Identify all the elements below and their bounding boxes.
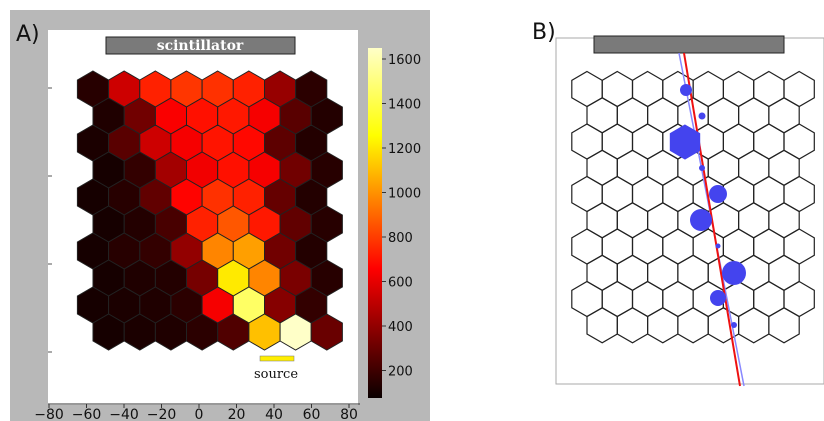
colorbar-tick-label: 1400 xyxy=(388,98,421,113)
hit-marker xyxy=(699,165,705,171)
x-tick-label: 20 xyxy=(228,407,246,421)
colorbar-tick-label: 1000 xyxy=(388,187,421,202)
x-tick-label: 40 xyxy=(265,407,283,421)
scintillator-bar xyxy=(105,36,296,55)
detector-hex xyxy=(768,307,800,344)
panel-a-label: A) xyxy=(16,22,40,47)
x-tick-label: −80 xyxy=(34,407,64,421)
hit-marker xyxy=(709,185,727,203)
colorbar-tick-label: 1600 xyxy=(388,53,421,68)
colorbar-ticks: 1600 1400 1200 1000 800 600 400 200 xyxy=(382,53,421,380)
hit-marker xyxy=(731,322,737,328)
hit-marker xyxy=(710,290,726,306)
panel-b-hits xyxy=(669,84,746,328)
hit-marker xyxy=(698,112,706,120)
x-tick-label: 0 xyxy=(195,407,204,421)
colorbar-tick-label: 600 xyxy=(388,276,413,291)
x-tick-label: −40 xyxy=(109,407,139,421)
panel-a-x-tick-labels: −80 −60 −40 −20 0 20 40 60 80 xyxy=(34,404,358,421)
panel-b-scintillator-bar xyxy=(593,35,785,54)
scintillator-label: scintillator xyxy=(157,38,244,54)
colorbar-tick-label: 400 xyxy=(388,320,413,335)
fitted-track-line xyxy=(683,52,741,387)
x-tick-label: 60 xyxy=(303,407,321,421)
panel-a-hex-grid xyxy=(76,70,343,351)
source-marker xyxy=(259,355,295,362)
x-tick-label: −60 xyxy=(72,407,102,421)
colorbar-tick-label: 800 xyxy=(388,231,413,246)
hit-marker xyxy=(715,243,721,249)
hex-cell xyxy=(310,313,343,351)
x-tick-label: 80 xyxy=(340,407,358,421)
source-label: source xyxy=(254,367,298,382)
hit-marker xyxy=(680,84,692,96)
panel-b-label: B) xyxy=(532,20,556,45)
panel-a-y-ticks xyxy=(48,87,52,353)
colorbar xyxy=(368,48,382,398)
colorbar-tick-label: 200 xyxy=(388,365,413,380)
colorbar-tick-label: 1200 xyxy=(388,142,421,157)
hit-marker xyxy=(690,209,712,231)
hit-marker xyxy=(722,261,746,285)
x-tick-label: −20 xyxy=(147,407,177,421)
hit-marker xyxy=(669,124,701,160)
